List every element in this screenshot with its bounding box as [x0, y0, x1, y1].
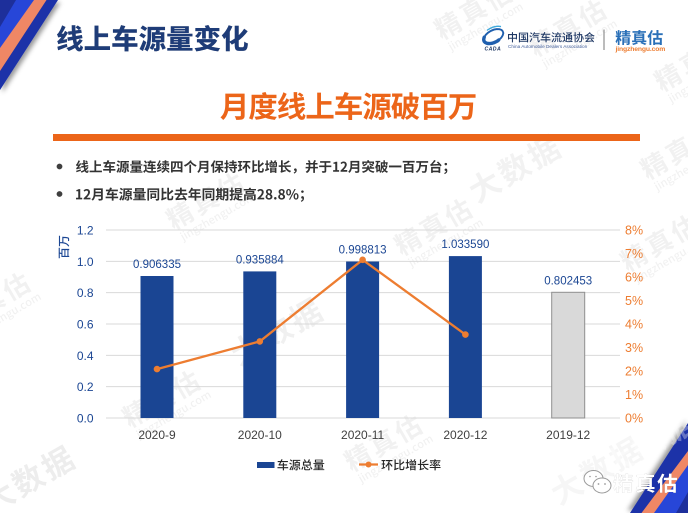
- svg-text:2020-10: 2020-10: [238, 428, 282, 442]
- svg-text:1%: 1%: [625, 388, 643, 402]
- svg-text:8%: 8%: [625, 224, 643, 238]
- svg-text:0.0: 0.0: [77, 412, 94, 426]
- svg-text:7%: 7%: [625, 247, 643, 261]
- svg-text:1.0: 1.0: [77, 255, 94, 269]
- svg-text:2%: 2%: [625, 365, 643, 379]
- svg-text:0.906335: 0.906335: [133, 259, 181, 271]
- svg-text:0.8: 0.8: [77, 286, 94, 300]
- svg-text:0.802453: 0.802453: [544, 275, 592, 287]
- svg-text:3%: 3%: [625, 341, 643, 355]
- svg-text:4%: 4%: [625, 318, 643, 332]
- svg-text:2020-12: 2020-12: [443, 428, 487, 442]
- svg-text:2020-11: 2020-11: [341, 428, 384, 442]
- svg-text:6%: 6%: [625, 271, 643, 285]
- svg-text:1.033590: 1.033590: [441, 239, 489, 251]
- svg-text:0.2: 0.2: [77, 380, 94, 394]
- svg-text:5%: 5%: [625, 294, 643, 308]
- svg-text:jingzhengu.com: jingzhengu.com: [615, 46, 666, 53]
- svg-text:0.4: 0.4: [77, 349, 94, 363]
- svg-text:0.6: 0.6: [77, 318, 94, 332]
- svg-text:CADA: CADA: [485, 47, 502, 53]
- svg-text:1.2: 1.2: [77, 224, 94, 238]
- svg-text:0%: 0%: [625, 412, 643, 426]
- svg-text:0.935884: 0.935884: [236, 254, 285, 266]
- svg-text:2020-9: 2020-9: [138, 428, 176, 442]
- svg-text:2019-12: 2019-12: [546, 428, 590, 442]
- svg-text:China Automobile Dealers Assoc: China Automobile Dealers Association: [508, 44, 588, 49]
- svg-text:0.998813: 0.998813: [339, 245, 387, 257]
